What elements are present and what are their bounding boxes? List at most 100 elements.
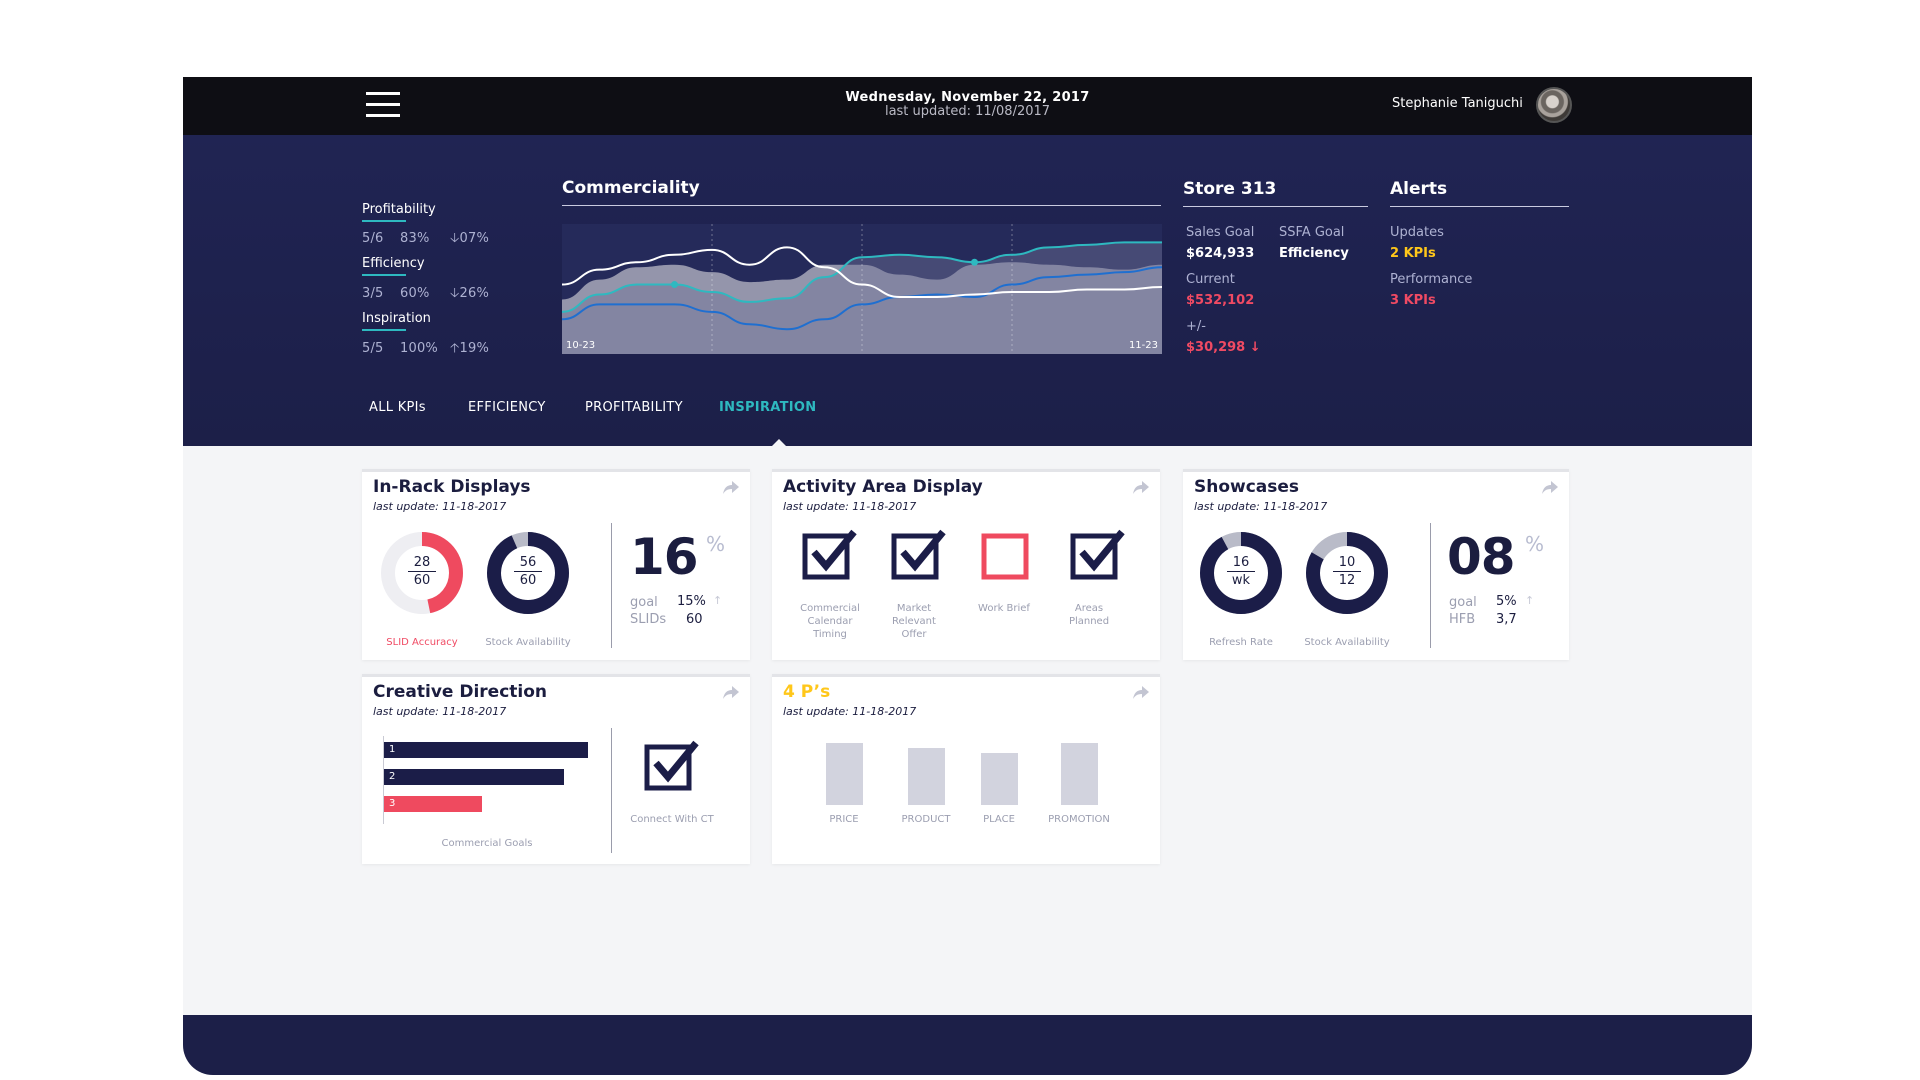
sales-goal-label: Sales Goal	[1186, 225, 1255, 240]
stock-availability-donut[interactable]	[486, 531, 570, 615]
tab-profitability[interactable]: PROFITABILITY	[585, 400, 683, 415]
hfb-value: 3,7	[1496, 612, 1517, 627]
goal-bar-label: 3	[389, 798, 396, 809]
share-arrow-icon[interactable]	[1132, 685, 1150, 701]
slid-accuracy-donut[interactable]	[380, 531, 464, 615]
four-ps-card: 4 P’s last update: 11-18-2017 PRICE PRODU…	[772, 674, 1160, 864]
current-date: Wednesday, November 22, 2017	[845, 90, 1090, 105]
alerts-title: Alerts	[1390, 179, 1448, 199]
arrow-up-icon: ↑	[713, 594, 723, 607]
share-arrow-icon[interactable]	[722, 685, 740, 701]
arrow-up-icon: ↑	[1525, 594, 1535, 607]
card-title: Creative Direction	[373, 682, 548, 702]
commercial-goals-bar-chart[interactable]: 1 2 3	[384, 742, 588, 822]
tab-inspiration[interactable]: INSPIRATION	[719, 400, 817, 415]
creative-direction-card: Creative Direction last update: 11-18-20…	[362, 674, 750, 864]
goal-bar-3[interactable]: 3	[384, 796, 482, 812]
commerciality-chart[interactable]: 10-23 11-23	[562, 224, 1162, 354]
arrow-down-icon: 🡣	[450, 286, 460, 301]
showcase-score-value: 08	[1447, 528, 1516, 586]
kpi-percent: 83%	[400, 231, 430, 246]
checkbox-checked-icon[interactable]	[1070, 528, 1126, 580]
kpi-score: 5/5	[362, 341, 384, 356]
goal-bar-label: 2	[389, 771, 396, 782]
four-ps-label: PRICE	[829, 814, 859, 825]
avatar[interactable]	[1536, 87, 1572, 123]
checkbox-checked-icon[interactable]	[802, 528, 858, 580]
goal-label: goal	[630, 595, 658, 610]
kpi-efficiency-stats: 3/5 60% 🡣26%	[362, 284, 489, 306]
store-title: Store 313	[1183, 179, 1277, 199]
refresh-rate-donut[interactable]	[1199, 531, 1283, 615]
donut-fill	[381, 532, 463, 614]
tab-efficiency[interactable]: EFFICIENCY	[468, 400, 546, 415]
four-ps-label: PLACE	[983, 814, 1015, 825]
arrow-up-icon: 🡡	[450, 341, 460, 356]
checkbox-checked-icon[interactable]	[644, 739, 700, 791]
kpi-profitability-stats: 5/6 83% 🡣07%	[362, 229, 489, 251]
hamburger-menu-icon[interactable]	[366, 90, 400, 120]
share-arrow-icon[interactable]	[1541, 480, 1559, 496]
goal-value: 15%	[677, 594, 706, 609]
chart-x-start-label: 10-23	[566, 340, 595, 351]
showcase-stock-availability-donut[interactable]	[1305, 531, 1389, 615]
showcases-card: Showcases last update: 11-18-2017 16 wk R…	[1183, 469, 1569, 660]
slids-value: 60	[686, 612, 703, 627]
chart-marker-1	[671, 281, 678, 289]
user-name[interactable]: Stephanie Taniguchi	[1392, 96, 1523, 111]
kpi-inspiration-label[interactable]: Inspiration	[362, 311, 431, 331]
four-ps-bar-promotion[interactable]	[1060, 743, 1098, 805]
goal-bar-2[interactable]: 2	[384, 769, 564, 785]
kpi-score: 3/5	[362, 286, 384, 301]
ssfa-goal-value: Efficiency	[1279, 246, 1349, 261]
kpi-delta: 19%	[459, 341, 490, 356]
goal-bar-1[interactable]: 1	[384, 742, 588, 758]
slid-accuracy-fraction: 28 60	[402, 555, 442, 590]
four-ps-bar-place[interactable]	[980, 752, 1018, 805]
tab-all-kpis[interactable]: ALL KPIs	[369, 400, 426, 415]
summary-panel: Profitability 5/6 83% 🡣 07% Efficiency 3/5 6…	[183, 135, 1752, 446]
inspiration-score-value: 16	[630, 528, 699, 586]
chart-line-series-4	[562, 266, 1162, 331]
refresh-rate-fraction: 16 wk	[1221, 555, 1261, 590]
four-ps-bar-product[interactable]	[907, 747, 945, 805]
current-value: $532,102	[1186, 293, 1255, 308]
checkbox-checked-icon[interactable]	[891, 528, 947, 580]
performance-value[interactable]: 3 KPIs	[1390, 293, 1436, 308]
slids-label: SLIDs	[630, 612, 667, 627]
share-arrow-icon[interactable]	[1132, 480, 1150, 496]
share-arrow-icon[interactable]	[722, 480, 740, 496]
kpi-percent: 100%	[400, 341, 438, 356]
market-relevant-caption: Market Relevant Offer	[892, 603, 936, 640]
last-updated: last updated: 11/08/2017	[884, 104, 1051, 119]
hfb-label: HFB	[1449, 612, 1476, 627]
donut-fill	[1200, 532, 1282, 614]
card-title: Showcases	[1194, 477, 1300, 497]
kpi-delta: 07%	[459, 231, 490, 246]
checkbox-unchecked-icon[interactable]	[981, 528, 1037, 580]
diff-label: +/-	[1186, 319, 1206, 334]
in-rack-displays-card: In-Rack Displays last update: 11-18-2017…	[362, 469, 750, 660]
footer-bar	[183, 1015, 1752, 1075]
current-label: Current	[1186, 272, 1235, 287]
updates-value[interactable]: 2 KPIs	[1390, 246, 1436, 261]
chart-x-end-label: 11-23	[1129, 340, 1158, 351]
chart-line-series-3	[562, 246, 1162, 298]
four-ps-bar-price[interactable]	[825, 743, 863, 805]
donut-fill	[1306, 532, 1388, 614]
kpi-profitability-label[interactable]: Profitability	[362, 202, 436, 222]
stock-availability-fraction: 56 60	[508, 555, 548, 590]
chart-area-series-2	[562, 242, 1162, 354]
kpi-delta: 26%	[459, 286, 490, 301]
diff-value: $30,298 ↓	[1186, 340, 1261, 355]
ssfa-goal-label: SSFA Goal	[1279, 225, 1345, 240]
updates-label: Updates	[1390, 225, 1444, 240]
active-tab-indicator	[771, 439, 787, 447]
four-ps-label: PRODUCT	[901, 814, 951, 825]
kpi-efficiency-label[interactable]: Efficiency	[362, 256, 425, 276]
kpi-score: 5/6	[362, 231, 384, 246]
commercial-goals-caption: Commercial Goals	[441, 838, 533, 849]
chart-marker-2	[971, 258, 978, 266]
areas-planned-caption: Areas Planned	[1068, 603, 1110, 627]
four-ps-bar-chart[interactable]: PRICE PRODUCT PLACE PROMOTION	[772, 677, 1160, 867]
